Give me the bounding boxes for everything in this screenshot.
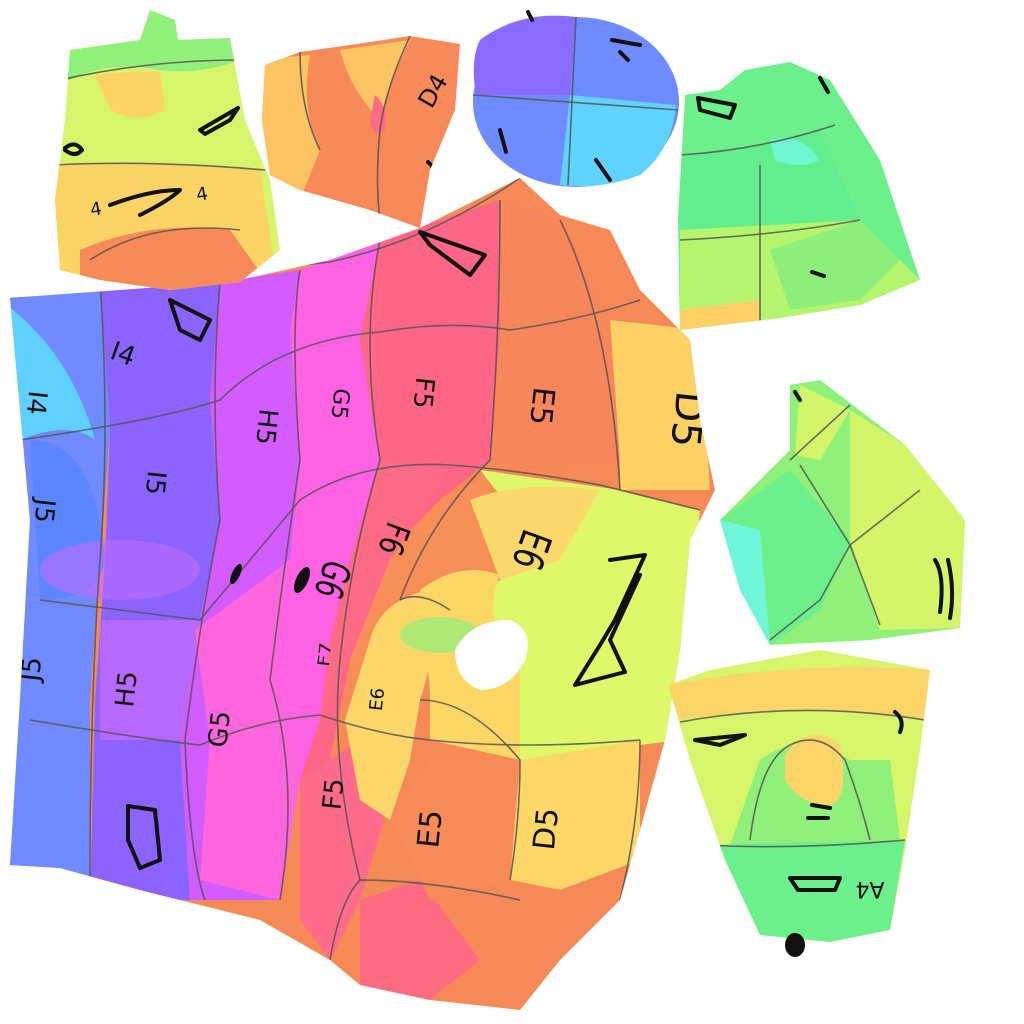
grid-label-text: I5: [139, 469, 171, 496]
grid-label-4a: 4: [89, 198, 104, 221]
grid-label-d5: D5: [661, 389, 713, 450]
grid-label-text: J5: [16, 656, 49, 685]
grid-label-text: 4: [195, 183, 210, 206]
grid-label-f7-mirror: F7: [315, 641, 336, 667]
ink-blot: [785, 933, 805, 957]
grid-label-text: G5: [203, 709, 237, 749]
grid-label-text: D5: [661, 389, 713, 450]
grid-label-d5-mirror: D5: [527, 806, 566, 852]
grid-label-i5: I5: [139, 469, 171, 496]
grid-label-g5-mirror: G5: [203, 709, 237, 749]
uv-island-top-oval: [472, 10, 679, 187]
uv-island-top-right: [678, 62, 920, 330]
grid-label-text: I4: [20, 389, 52, 416]
grid-label-text: E5: [411, 808, 450, 849]
grid-label-a4: A4: [855, 876, 884, 901]
grid-label-text: A4: [855, 876, 884, 901]
grid-label-text: H5: [110, 670, 144, 709]
grid-label-f5-mirror: F5: [317, 777, 350, 811]
grid-label-text: J5: [28, 495, 61, 524]
grid-label-e5-mirror: E5: [411, 808, 450, 849]
grid-label-g5: G5: [325, 387, 353, 420]
main-uv-island: I4 I4 H5 G5 F5 E5 D5 J5 I5 G6 F6 E6 J5 H…: [10, 178, 715, 1010]
grid-label-i4-edge: I4: [20, 389, 52, 416]
uv-island-bottom-right: A4: [668, 650, 930, 942]
grid-label-h5: H5: [249, 407, 283, 446]
grid-label-e5: E5: [522, 385, 561, 426]
grid-label-text: H5: [249, 407, 283, 446]
uv-island-top-left: 4 4: [55, 10, 280, 290]
grid-label-text: F7: [315, 641, 336, 667]
grid-label-h5-mirror: H5: [110, 670, 144, 709]
grid-label-j5: J5: [28, 495, 61, 524]
grid-label-text: E5: [522, 385, 561, 426]
grid-label-e6-mirror: E6: [366, 687, 389, 712]
grid-label-f5: F5: [406, 376, 439, 410]
grid-label-text: G5: [325, 387, 353, 420]
grid-label-text: E6: [366, 687, 389, 712]
grid-label-text: F5: [317, 777, 350, 811]
grid-label-text: D5: [527, 806, 566, 852]
grid-label-4b: 4: [195, 183, 210, 206]
grid-label-text: F5: [406, 376, 439, 410]
uv-island-top-center: D4: [262, 36, 460, 228]
grid-label-j5-mirror: J5: [16, 656, 49, 685]
uv-island-middle-right: [720, 380, 965, 645]
grid-label-text: 4: [89, 198, 104, 221]
